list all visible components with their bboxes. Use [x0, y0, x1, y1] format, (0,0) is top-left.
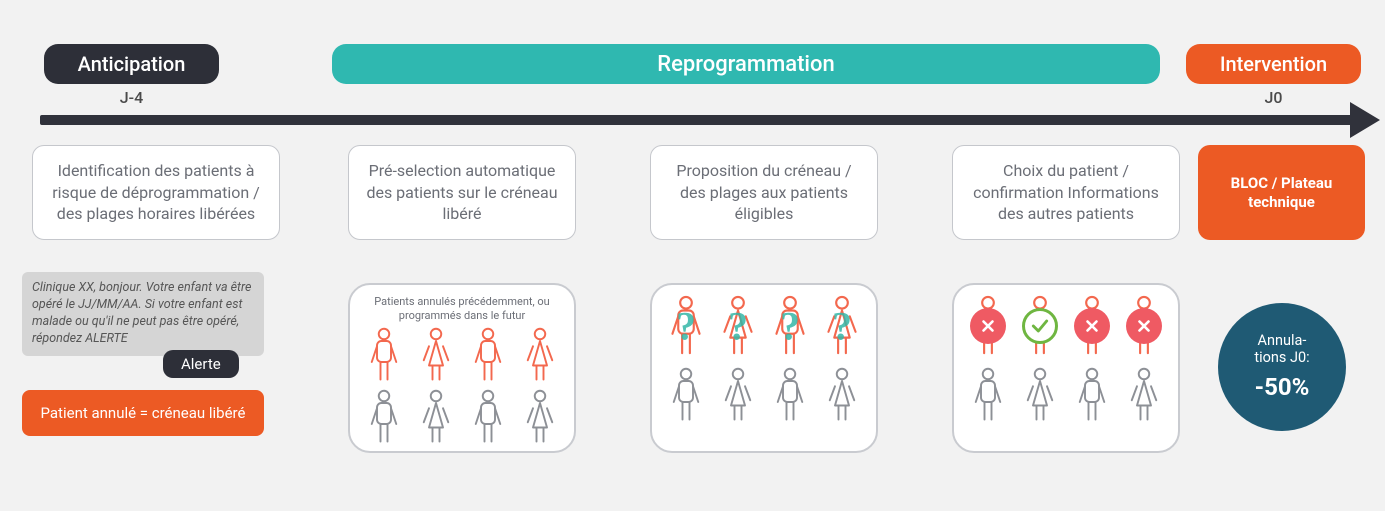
person-icon [415, 389, 457, 445]
person-female-icon [824, 367, 860, 423]
person-icon [467, 389, 509, 445]
person-icon [467, 327, 509, 383]
timeline-arrowhead [1350, 102, 1380, 138]
person-icon: ? [715, 295, 761, 357]
panel3-row-bottom [962, 367, 1170, 423]
person-female-icon [418, 389, 454, 445]
person-icon [1017, 295, 1063, 357]
person-icon [519, 389, 561, 445]
stat-circle: Annula- tions J0: -50% [1218, 303, 1346, 431]
panel3-row-top [962, 295, 1170, 357]
person-icon [769, 367, 811, 423]
box-identification-text: Identification des patients à risque de … [47, 160, 265, 225]
cancel-badge-text: Patient annulé = créneau libéré [41, 404, 246, 423]
x-icon [1126, 308, 1162, 344]
person-icon [717, 367, 759, 423]
person-male-icon [366, 327, 402, 383]
cancel-badge: Patient annulé = créneau libéré [22, 390, 264, 436]
person-icon [821, 367, 863, 423]
person-female-icon [522, 389, 558, 445]
person-male-icon [772, 367, 808, 423]
person-icon: ? [663, 295, 709, 357]
timeline-bar [40, 115, 1352, 125]
person-male-icon [668, 367, 704, 423]
person-male-icon [770, 295, 810, 357]
phase-intervention-sub: J0 [1186, 88, 1361, 107]
sms-message: Clinique XX, bonjour. Votre enfant va êt… [22, 272, 264, 356]
phase-anticipation-label: Anticipation [78, 52, 186, 76]
alert-badge: Alerte [163, 350, 239, 378]
person-male-icon [970, 367, 1006, 423]
phase-anticipation: Anticipation [44, 44, 219, 84]
panel2-row-top: ? ? ? ? [660, 295, 868, 357]
person-female-icon [522, 327, 558, 383]
person-female-icon [418, 327, 454, 383]
person-female-icon [1126, 367, 1162, 423]
person-icon [665, 367, 707, 423]
box-bloc: BLOC / Plateau technique [1198, 145, 1365, 240]
x-icon [1074, 308, 1110, 344]
phase-reprog-label: Reprogrammation [657, 52, 835, 77]
person-icon [1121, 295, 1167, 357]
person-icon: ? [819, 295, 865, 357]
stat-line1: Annula- [1258, 332, 1307, 349]
person-icon: ? [767, 295, 813, 357]
panel1-row-top [358, 327, 566, 383]
box-preselection: Pré-selection automatique des patients s… [348, 145, 576, 240]
check-icon [1022, 308, 1058, 344]
person-icon [363, 389, 405, 445]
person-icon [967, 367, 1009, 423]
person-icon [1123, 367, 1165, 423]
person-female-icon [1022, 367, 1058, 423]
box-choix-text: Choix du patient / confirmation Informat… [967, 160, 1165, 225]
panel1-row-bottom [358, 389, 566, 445]
box-proposition-text: Proposition du créneau / des plages aux … [665, 160, 863, 225]
person-male-icon [470, 327, 506, 383]
panel-preselection: Patients annulés précédemment, ou progra… [348, 283, 576, 453]
person-icon [1071, 367, 1113, 423]
person-icon [519, 327, 561, 383]
person-female-icon [822, 295, 862, 357]
box-identification: Identification des patients à risque de … [32, 145, 280, 240]
panel-preselection-caption: Patients annulés précédemment, ou progra… [364, 295, 560, 323]
person-male-icon [1074, 367, 1110, 423]
sms-message-text: Clinique XX, bonjour. Votre enfant va êt… [32, 280, 251, 346]
panel-choix [952, 283, 1180, 453]
person-female-icon [720, 367, 756, 423]
person-icon [965, 295, 1011, 357]
phase-intervention: Intervention [1186, 44, 1361, 84]
phase-anticipation-sub: J-4 [44, 88, 219, 107]
person-female-icon [718, 295, 758, 357]
person-male-icon [470, 389, 506, 445]
stat-value: -50% [1255, 373, 1310, 401]
canvas: Anticipation J-4 Reprogrammation Interve… [0, 0, 1385, 511]
person-icon [1069, 295, 1115, 357]
box-choix: Choix du patient / confirmation Informat… [952, 145, 1180, 240]
box-proposition: Proposition du créneau / des plages aux … [650, 145, 878, 240]
box-bloc-text: BLOC / Plateau technique [1198, 174, 1365, 212]
x-icon [970, 308, 1006, 344]
box-preselection-text: Pré-selection automatique des patients s… [363, 160, 561, 225]
person-male-icon [366, 389, 402, 445]
person-icon [363, 327, 405, 383]
phase-intervention-label: Intervention [1220, 52, 1327, 76]
person-icon [1019, 367, 1061, 423]
panel-proposition: ? ? ? ? [650, 283, 878, 453]
person-icon [415, 327, 457, 383]
phase-reprog: Reprogrammation [332, 44, 1160, 84]
stat-line2: tions J0: [1254, 349, 1309, 366]
panel2-row-bottom [660, 367, 868, 423]
alert-badge-text: Alerte [181, 355, 221, 373]
person-male-icon [666, 295, 706, 357]
